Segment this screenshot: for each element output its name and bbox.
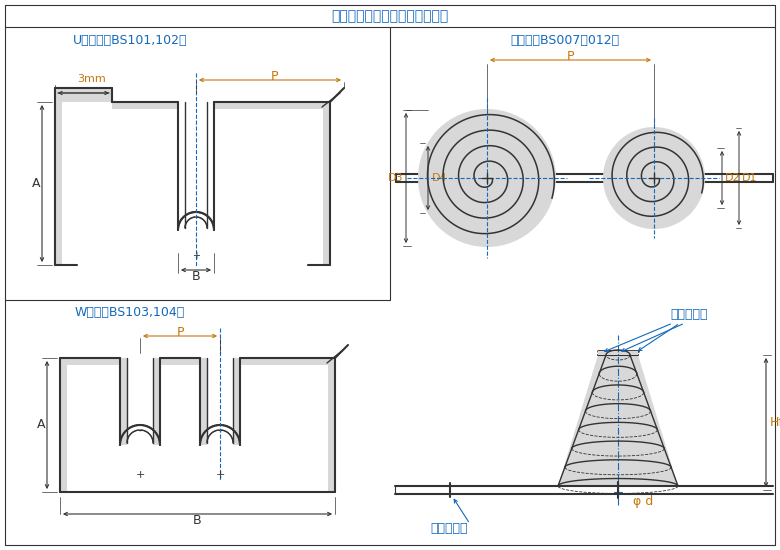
Bar [55, 88, 112, 102]
Bar [233, 358, 240, 445]
Text: W型　（BS103,104）: W型 （BS103,104） [75, 305, 185, 318]
Text: D1: D1 [742, 173, 757, 183]
Text: プラス（＋）極側形状　３種類: プラス（＋）極側形状 ３種類 [332, 9, 448, 23]
Text: A: A [37, 419, 45, 432]
Bar [200, 358, 207, 445]
Text: ＋極接点側: ＋極接点側 [430, 521, 467, 535]
Text: φ d: φ d [633, 496, 654, 509]
Circle shape [418, 109, 556, 247]
Text: P: P [567, 50, 574, 63]
Text: B: B [192, 271, 200, 283]
Bar [328, 358, 335, 492]
Text: P: P [271, 69, 278, 82]
Text: 丸型　（BS007～012）: 丸型 （BS007～012） [510, 34, 619, 47]
Text: +: + [215, 470, 225, 480]
Text: +: + [135, 470, 144, 480]
Bar [160, 358, 200, 365]
Text: D4: D4 [432, 173, 448, 183]
Text: +: + [192, 251, 200, 261]
Text: 3mm: 3mm [77, 74, 106, 84]
Text: A: A [31, 177, 40, 190]
Text: D2: D2 [725, 173, 741, 183]
Bar [323, 102, 330, 265]
Bar [214, 101, 330, 109]
Polygon shape [558, 355, 678, 486]
Bar [598, 351, 638, 355]
Bar [90, 358, 120, 365]
Bar [60, 358, 90, 365]
Text: －極接点側: －極接点側 [670, 309, 707, 322]
Bar [55, 102, 62, 265]
Text: B: B [193, 514, 202, 527]
Circle shape [603, 127, 705, 229]
Text: U字型　（BS101,102）: U字型 （BS101,102） [73, 34, 187, 47]
Bar [112, 101, 178, 109]
Text: P: P [176, 326, 184, 338]
Bar [120, 358, 127, 445]
Bar [153, 358, 160, 445]
Bar [60, 358, 67, 492]
Bar [240, 358, 335, 365]
Text: D3: D3 [388, 173, 403, 183]
Text: Hf: Hf [770, 416, 780, 429]
